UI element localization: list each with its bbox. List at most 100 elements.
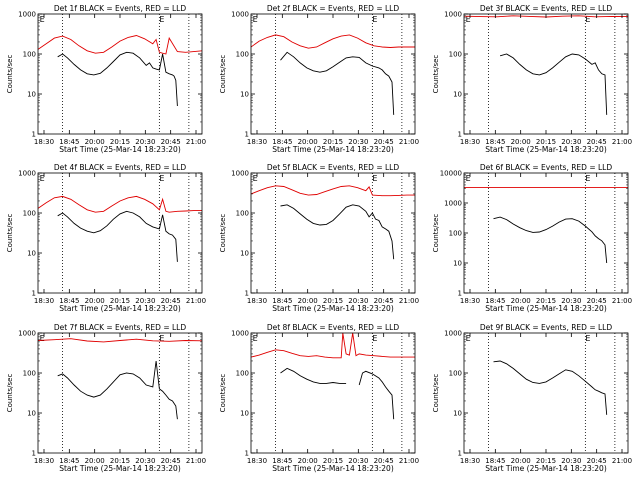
x-tick-label: 21:00 xyxy=(399,138,419,146)
y-tick-label: 1 xyxy=(245,131,249,139)
x-tick-label: 18:45 xyxy=(485,138,505,146)
interval-marker: E xyxy=(372,174,377,183)
x-tick-label: 20:00 xyxy=(85,297,105,305)
series-line-events xyxy=(57,51,178,107)
interval-marker: E xyxy=(40,174,45,183)
chart-panel-4: Det 4f BLACK = Events, RED = LLD E E 1 10 100… xyxy=(6,163,206,313)
y-tick-label: 1000 xyxy=(231,170,249,178)
x-axis-label: Start Time (25-Mar-14 18:23:20) xyxy=(59,464,181,473)
x-tick-label: 20:30 xyxy=(135,138,155,146)
x-tick-label: 18:45 xyxy=(59,297,79,305)
interval-marker: E xyxy=(372,334,377,343)
chart-title: Det 1f BLACK = Events, RED = LLD xyxy=(54,4,187,13)
interval-marker: E xyxy=(40,15,45,24)
interval-marker: E xyxy=(585,334,590,343)
x-axis-label: Start Time (25-Mar-14 18:23:20) xyxy=(272,464,394,473)
y-tick-label: 100 xyxy=(449,230,462,238)
x-tick-label: 20:45 xyxy=(587,138,607,146)
x-tick-label: 21:00 xyxy=(399,457,419,465)
series-line-events xyxy=(499,53,608,115)
x-tick-label: 20:15 xyxy=(323,138,343,146)
interval-marker: E xyxy=(372,15,377,24)
x-tick-label: 18:30 xyxy=(460,457,480,465)
y-tick-label: 1 xyxy=(458,450,462,458)
x-tick-label: 20:30 xyxy=(135,457,155,465)
y-tick-label: 10 xyxy=(240,250,249,258)
chart-panel-1: Det 1f BLACK = Events, RED = LLD E E 1 10 100… xyxy=(6,4,206,154)
series-line-events xyxy=(280,204,395,260)
chart-panel-7: Det 7f BLACK = Events, RED = LLD E E 1 10 100… xyxy=(6,323,206,473)
chart-title: Det 3f BLACK = Events, RED = LLD xyxy=(480,4,613,13)
x-tick-label: 18:30 xyxy=(247,138,267,146)
x-tick-label: 21:00 xyxy=(612,138,632,146)
interval-marker: E xyxy=(585,15,590,24)
x-tick-label: 18:45 xyxy=(485,457,505,465)
x-tick-label: 20:15 xyxy=(110,297,130,305)
x-tick-label: 18:30 xyxy=(460,138,480,146)
y-axis-label: Counts/sec xyxy=(219,374,227,413)
series-line-events xyxy=(493,360,608,415)
chart-title: Det 5f BLACK = Events, RED = LLD xyxy=(267,163,400,172)
x-tick-label: 20:15 xyxy=(110,138,130,146)
y-tick-label: 1000 xyxy=(18,170,36,178)
x-tick-label: 20:45 xyxy=(587,457,607,465)
y-axis-label: Counts/sec xyxy=(6,214,14,253)
chart-title: Det 4f BLACK = Events, RED = LLD xyxy=(54,163,187,172)
x-tick-label: 21:00 xyxy=(186,457,206,465)
chart-title: Det 6f BLACK = Events, RED = LLD xyxy=(480,163,613,172)
y-tick-label: 1 xyxy=(245,450,249,458)
x-tick-label: 18:30 xyxy=(34,297,54,305)
x-tick-label: 18:30 xyxy=(34,138,54,146)
x-tick-label: 20:15 xyxy=(536,457,556,465)
y-axis-label: Counts/sec xyxy=(432,374,440,413)
x-tick-label: 20:00 xyxy=(511,457,531,465)
x-tick-label: 18:45 xyxy=(59,457,79,465)
interval-marker: E xyxy=(159,15,164,24)
chart-title: Det 8f BLACK = Events, RED = LLD xyxy=(267,323,400,332)
series-line-events xyxy=(280,51,395,115)
x-tick-label: 20:30 xyxy=(561,457,581,465)
x-tick-label: 20:30 xyxy=(348,457,368,465)
x-axis-label: Start Time (25-Mar-14 18:23:20) xyxy=(272,304,394,313)
x-tick-label: 21:00 xyxy=(186,297,206,305)
y-tick-label: 1 xyxy=(32,131,36,139)
x-axis-label: Start Time (25-Mar-14 18:23:20) xyxy=(272,145,394,154)
x-axis-label: Start Time (25-Mar-14 18:23:20) xyxy=(485,304,607,313)
y-tick-label: 100 xyxy=(449,370,462,378)
x-tick-label: 20:30 xyxy=(561,297,581,305)
chart-panel-8: Det 8f BLACK = Events, RED = LLD E E 1 10 100… xyxy=(219,323,419,473)
x-tick-label: 20:45 xyxy=(374,457,394,465)
interval-marker: E xyxy=(466,174,471,183)
series-line-lld xyxy=(250,185,415,197)
y-tick-label: 100 xyxy=(23,51,36,59)
y-axis-label: Counts/sec xyxy=(6,55,14,94)
interval-marker: E xyxy=(253,334,258,343)
x-tick-label: 20:45 xyxy=(161,457,181,465)
x-tick-label: 21:00 xyxy=(612,457,632,465)
interval-marker: E xyxy=(40,334,45,343)
y-tick-label: 100 xyxy=(236,370,249,378)
y-tick-label: 10 xyxy=(453,91,462,99)
x-tick-label: 20:15 xyxy=(110,457,130,465)
series-line-events xyxy=(280,367,395,420)
y-tick-label: 10 xyxy=(240,91,249,99)
x-tick-label: 18:45 xyxy=(485,297,505,305)
y-tick-label: 1000 xyxy=(231,330,249,338)
x-tick-label: 20:45 xyxy=(374,138,394,146)
x-tick-label: 20:15 xyxy=(323,457,343,465)
interval-marker: E xyxy=(159,174,164,183)
x-tick-label: 20:00 xyxy=(511,297,531,305)
x-tick-label: 18:45 xyxy=(272,297,292,305)
x-tick-label: 21:00 xyxy=(186,138,206,146)
x-tick-label: 20:30 xyxy=(348,297,368,305)
x-tick-label: 18:45 xyxy=(59,138,79,146)
y-tick-label: 100 xyxy=(449,51,462,59)
y-tick-label: 100 xyxy=(23,210,36,218)
x-tick-label: 20:30 xyxy=(348,138,368,146)
interval-marker: E xyxy=(253,174,258,183)
chart-panel-9: Det 9f BLACK = Events, RED = LLD E E 1 10 100… xyxy=(432,323,632,473)
y-tick-label: 1 xyxy=(245,290,249,298)
x-axis-label: Start Time (25-Mar-14 18:23:20) xyxy=(59,145,181,154)
interval-marker: E xyxy=(466,334,471,343)
